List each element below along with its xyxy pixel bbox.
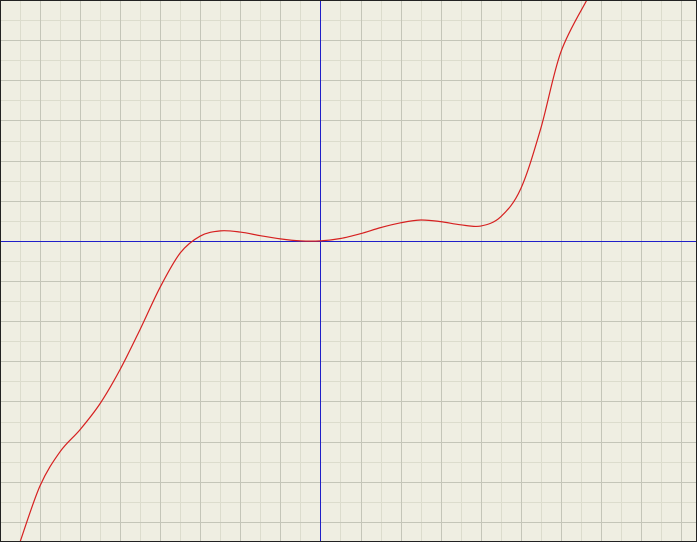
curves [19,0,588,542]
function-curve-0 [19,0,588,542]
